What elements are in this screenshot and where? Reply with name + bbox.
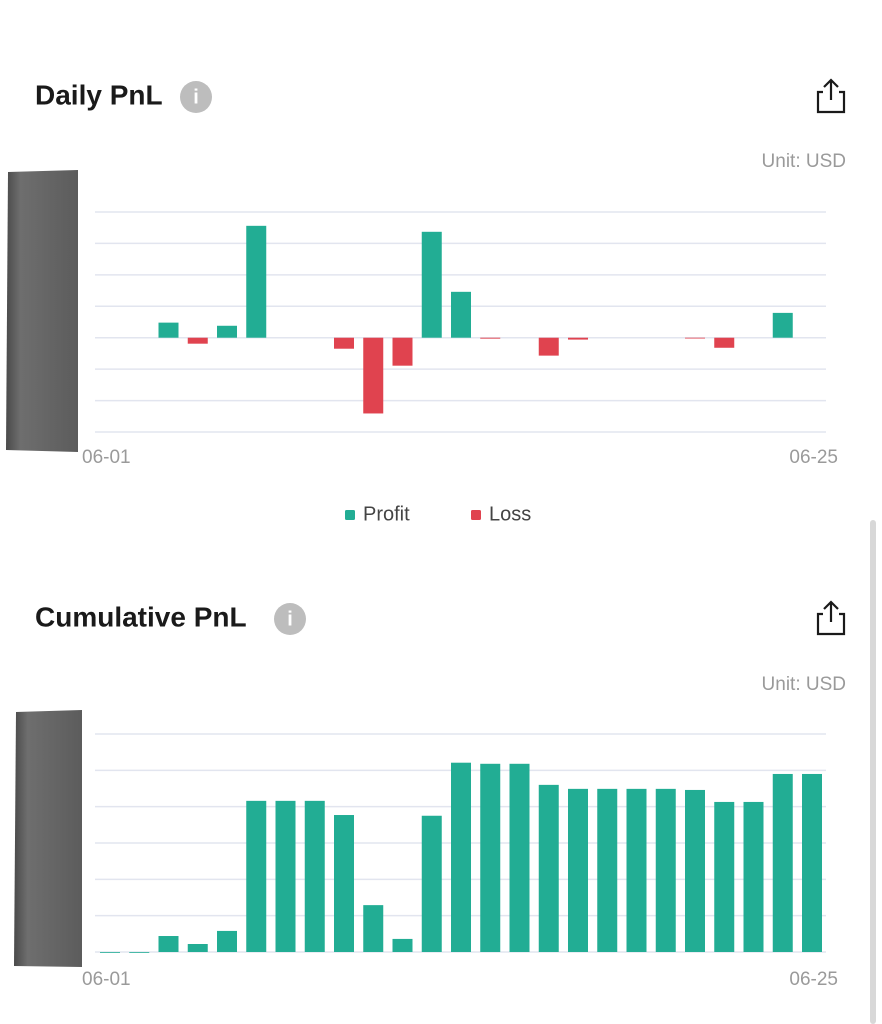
- bar: [451, 762, 471, 952]
- chart-title: Cumulative PnL: [35, 601, 247, 632]
- bar: [275, 800, 296, 952]
- bar: [334, 337, 354, 349]
- unit-label: Unit: USD: [762, 674, 846, 695]
- bar: [187, 944, 208, 952]
- bar: [100, 952, 120, 953]
- bar: [392, 337, 413, 366]
- bar: [538, 784, 559, 952]
- bar: [772, 312, 793, 338]
- bar: [363, 337, 384, 414]
- bar: [802, 773, 822, 952]
- bar: [363, 905, 384, 952]
- bar: [538, 337, 559, 356]
- bar: [626, 788, 647, 952]
- x-tick-label: 06-01: [82, 447, 131, 468]
- bar: [158, 936, 179, 952]
- bar: [480, 337, 501, 339]
- bar: [187, 337, 208, 344]
- bar: [129, 952, 150, 953]
- bar: [685, 337, 705, 339]
- legend-swatch: [345, 510, 355, 520]
- bar: [246, 800, 267, 952]
- info-icon[interactable]: i: [274, 603, 306, 635]
- x-tick-label: 06-01: [82, 969, 131, 990]
- bar: [246, 225, 267, 338]
- bar: [421, 815, 442, 952]
- x-tick-label: 06-25: [789, 447, 838, 468]
- share-icon[interactable]: [816, 600, 846, 636]
- bar: [655, 788, 676, 952]
- redaction-block: [6, 170, 78, 452]
- bar: [714, 801, 735, 952]
- svg-text:i: i: [287, 608, 293, 630]
- info-icon[interactable]: i: [180, 81, 212, 113]
- bar: [392, 938, 413, 952]
- bar: [334, 815, 354, 952]
- bar: [480, 763, 501, 952]
- bar: [568, 337, 588, 340]
- legend-label: Profit: [363, 503, 410, 525]
- bar: [509, 763, 530, 952]
- bar: [743, 801, 764, 952]
- unit-label: Unit: USD: [762, 151, 846, 172]
- bar: [714, 337, 735, 348]
- svg-text:i: i: [193, 86, 199, 108]
- bar: [421, 231, 442, 338]
- bar: [597, 788, 618, 952]
- share-icon[interactable]: [816, 78, 846, 114]
- x-tick-label: 06-25: [789, 969, 838, 990]
- bar: [304, 800, 325, 952]
- bar: [217, 325, 237, 338]
- redaction-block: [14, 710, 82, 967]
- legend-swatch: [471, 510, 481, 520]
- bar: [568, 788, 588, 952]
- chart-title: Daily PnL: [35, 79, 163, 110]
- scrollbar[interactable]: [870, 520, 876, 1024]
- legend-label: Loss: [489, 503, 531, 525]
- bar: [217, 930, 237, 952]
- bar: [685, 789, 705, 952]
- bar: [158, 322, 179, 338]
- bar: [451, 291, 471, 338]
- bar: [772, 773, 793, 952]
